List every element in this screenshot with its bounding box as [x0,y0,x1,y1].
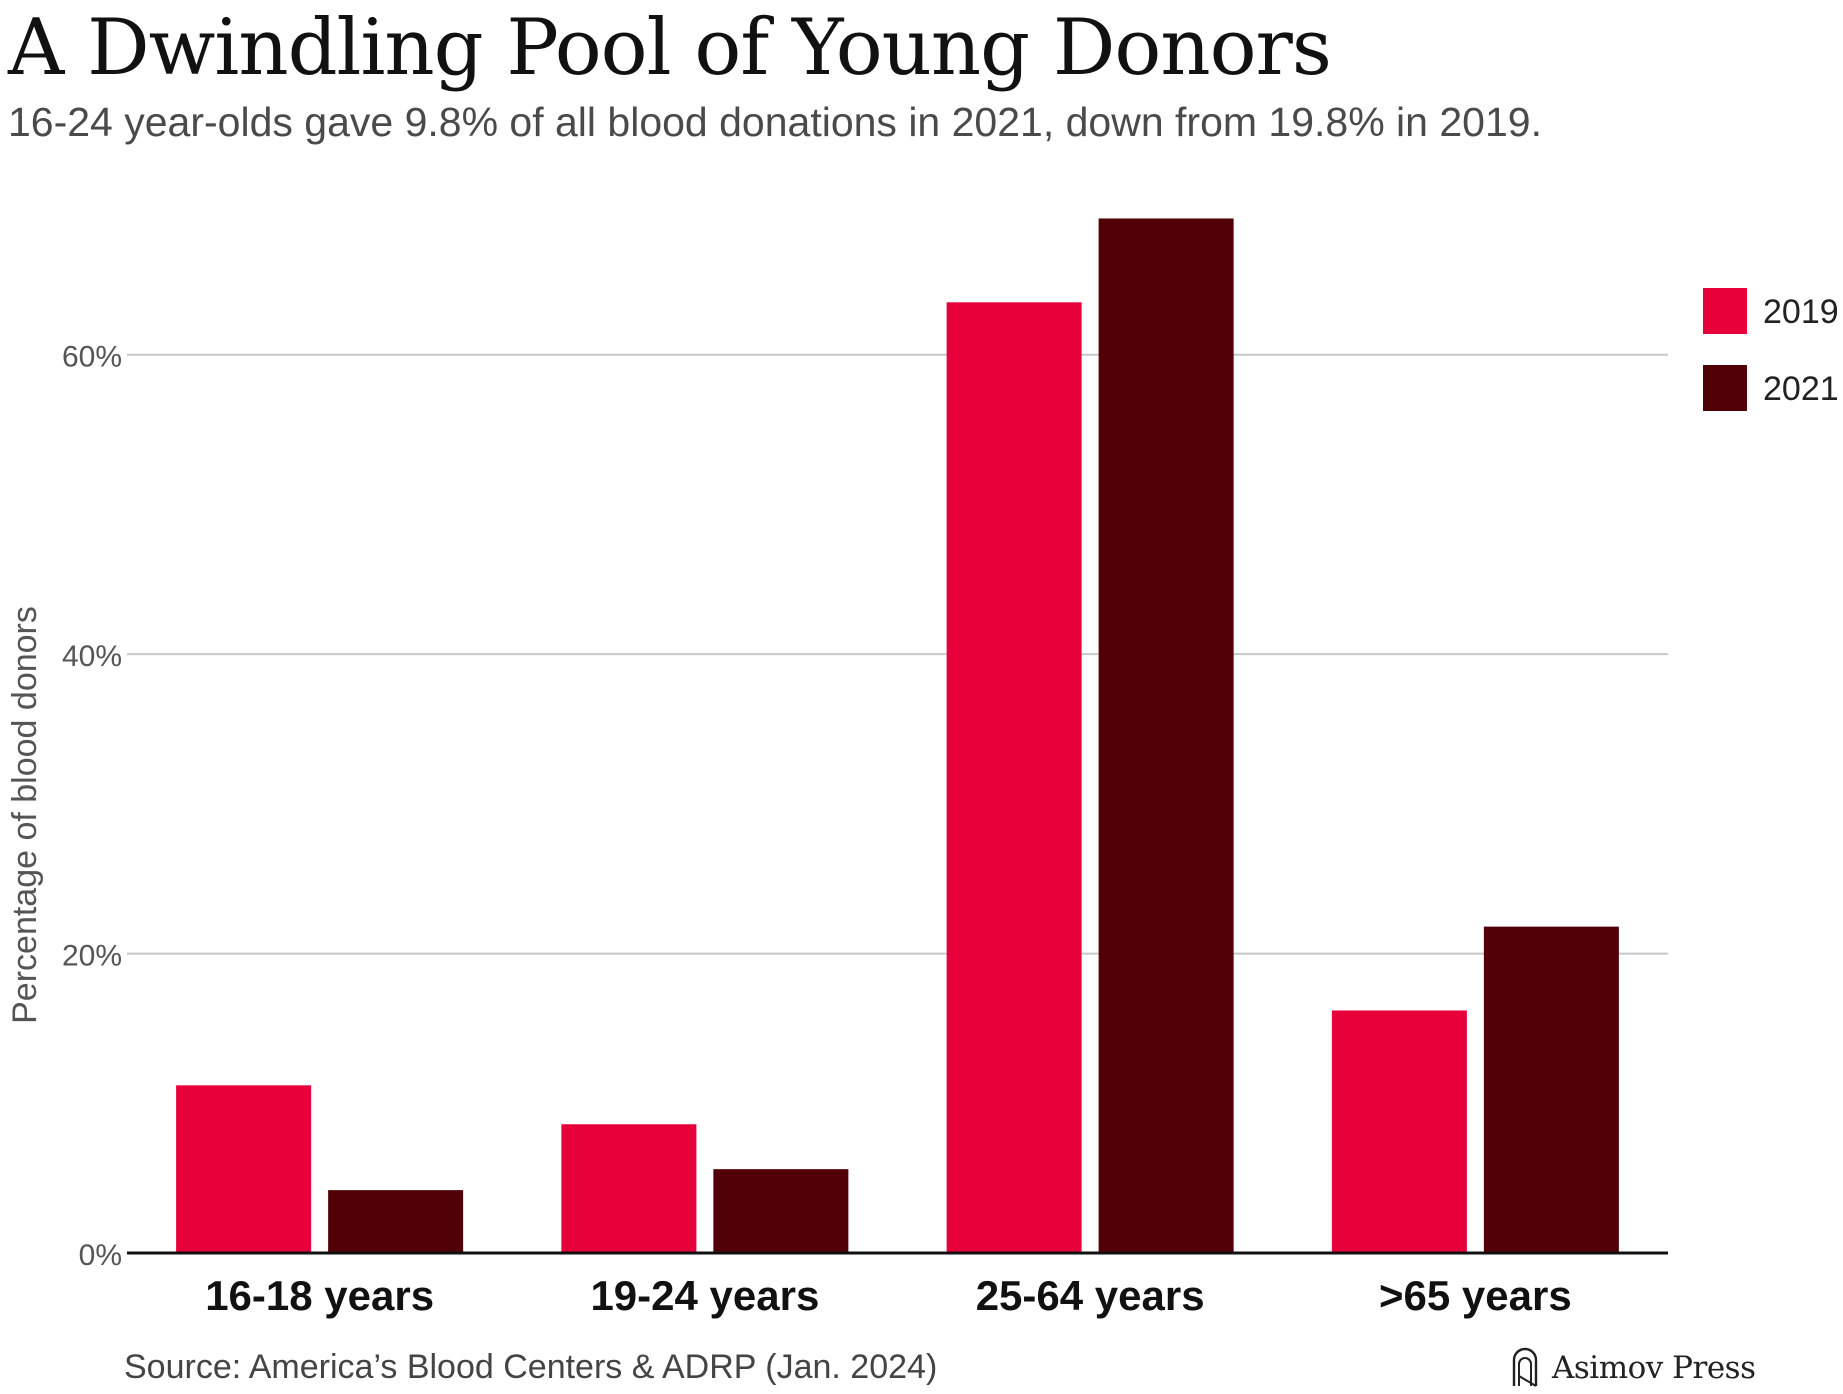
y-tick-label: 0% [79,1239,122,1272]
legend-label-2019: 2019 [1763,293,1839,331]
bar-2021 [1098,218,1234,1254]
bar-2021 [713,1169,849,1253]
bar-2019 [946,302,1082,1253]
x-tick-label: 19-24 years [590,1272,819,1319]
bars [176,218,1619,1254]
chart-title: A Dwindling Pool of Young Donors [8,3,1332,93]
y-tick-label: 40% [62,640,122,673]
legend: 2019 2021 [1703,288,1839,411]
bar-2019 [176,1085,312,1253]
legend-swatch-2021 [1703,365,1747,411]
source-note: Source: America’s Blood Centers & ADRP (… [124,1348,938,1386]
x-tick-label: 25-64 years [976,1272,1205,1319]
y-tick-label: 20% [62,940,122,973]
bar-2021 [328,1190,464,1253]
bar-2019 [561,1124,697,1253]
chart-subtitle: 16-24 year-olds gave 9.8% of all blood d… [8,99,1542,145]
x-tick-label: 16-18 years [205,1272,434,1319]
y-tick-label: 60% [62,341,122,374]
legend-label-2021: 2021 [1763,370,1839,408]
bar-2019 [1331,1010,1467,1253]
brand-name: Asimov Press [1552,1350,1756,1386]
asimov-press-logo-icon [1512,1347,1538,1387]
bar-2021 [1483,926,1619,1253]
y-axis-label: Percentage of blood donors [6,606,44,1024]
brand-logo: Asimov Press [1510,1346,1756,1390]
gridlines [127,353,1668,955]
legend-swatch-2019 [1703,288,1747,334]
axes: 0% 20% 40% 60% 16-18 years 19-24 years 25-64 y… [62,341,1668,1319]
x-tick-label: >65 years [1379,1272,1572,1319]
